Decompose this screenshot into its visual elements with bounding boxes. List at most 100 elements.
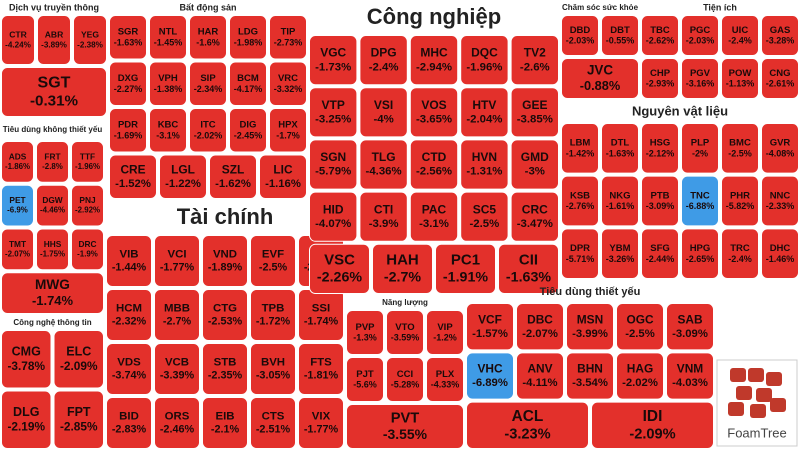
cell	[409, 191, 459, 242]
group-title: Năng lượng	[382, 298, 428, 307]
cell	[460, 35, 509, 86]
cell-value: -2.45%	[234, 130, 263, 140]
cell	[106, 343, 152, 395]
cell-ticker: SGN	[320, 150, 346, 164]
cell-ticker: VIX	[312, 411, 331, 423]
cell	[149, 15, 187, 60]
cell-value: -2.5%	[470, 218, 500, 230]
logo-shape	[766, 372, 782, 386]
cell	[460, 139, 509, 190]
cell	[466, 401, 589, 449]
cell-ticker: VTO	[395, 322, 414, 333]
cell-ticker: SGT	[38, 74, 71, 91]
cell	[36, 228, 69, 271]
cell	[71, 141, 104, 183]
cell-value: -1.81%	[304, 370, 339, 382]
cell	[209, 154, 257, 199]
cell-value: -2.93%	[646, 79, 675, 89]
cell-value: -4.33%	[431, 380, 460, 390]
cell	[641, 123, 679, 174]
cell-value: -1.61%	[606, 201, 635, 211]
group-title: Tiêu dùng thiết yếu	[540, 286, 641, 298]
cell-value: -2.04%	[466, 114, 502, 126]
cell-ticker: TBC	[650, 25, 670, 36]
cell-ticker: CMG	[12, 345, 41, 359]
group-title: Bất động sản	[179, 2, 236, 12]
cell-value: -3%	[525, 166, 545, 178]
cell	[202, 235, 248, 287]
cell-value: -1.96%	[466, 61, 502, 73]
cell-value: -3.23%	[504, 426, 550, 442]
group: Công nghệ thông tin CMG-3.78% ELC-2.09% DLG…	[1, 318, 104, 449]
cell-value: -1.42%	[566, 148, 595, 158]
cell-value: -2.03%	[686, 36, 715, 46]
cell-value: -2.85%	[60, 419, 98, 433]
cell-ticker: PGC	[690, 25, 711, 36]
cell-ticker: PLX	[436, 369, 455, 380]
cell	[761, 15, 799, 56]
cell-value: -2.46%	[160, 424, 195, 436]
cell-value: -4.03%	[672, 377, 708, 389]
cell-value: -3.16%	[686, 79, 715, 89]
logo-shape	[730, 368, 746, 382]
cell-ticker: ELC	[66, 345, 91, 359]
cell-ticker: NNC	[770, 190, 791, 201]
cell	[516, 352, 564, 400]
cell	[566, 352, 614, 400]
cell-ticker: TTF	[80, 151, 95, 161]
cell-value: -2.09%	[60, 359, 98, 373]
cell-value: -2.12%	[646, 148, 675, 158]
cell	[109, 108, 147, 153]
cell	[426, 310, 464, 355]
cell	[386, 357, 424, 402]
cell-ticker: HID	[323, 202, 344, 216]
cell-value: -3.74%	[112, 370, 147, 382]
cell	[359, 35, 408, 86]
cell-value: -3.1%	[419, 218, 449, 230]
group-title: Tiêu dùng không thiết yếu	[3, 125, 103, 134]
cell-value: -5.6%	[353, 380, 377, 390]
cell	[309, 191, 358, 242]
cell-ticker: HAG	[627, 362, 653, 376]
cell-value: -1.98%	[234, 37, 263, 47]
cell-value: -3.09%	[646, 201, 675, 211]
cell-ticker: PGV	[690, 68, 711, 79]
cell-ticker: STB	[214, 357, 237, 369]
cell-ticker: SSI	[312, 303, 330, 315]
cell-value: -2.19%	[7, 419, 45, 433]
cell	[309, 35, 358, 86]
cell	[259, 154, 307, 199]
cell	[601, 228, 639, 279]
cell-value: -1.22%	[165, 178, 201, 190]
cell-ticker: HVN	[472, 150, 497, 164]
cell-ticker: DLG	[13, 405, 39, 419]
cell-ticker: DXG	[118, 73, 139, 84]
cell	[466, 303, 514, 351]
cell-value: -2.65%	[686, 254, 715, 264]
cell-value: -0.31%	[30, 93, 79, 110]
group-title: Dịch vụ truyền thông	[9, 2, 99, 12]
logo-shape	[770, 398, 786, 412]
cell	[109, 15, 147, 60]
cell-ticker: EIB	[215, 411, 234, 423]
cell	[189, 108, 227, 153]
cell	[761, 123, 799, 174]
cell-value: -1.77%	[160, 262, 195, 274]
cell-value: -1.9%	[77, 249, 98, 258]
cell-value: -1.44%	[112, 262, 147, 274]
group: Chăm sóc sức khỏe DBD-2.03% DBT-0.55% JVC-0…	[561, 3, 639, 99]
cell-ticker: GVR	[770, 138, 791, 149]
cell-ticker: PVP	[355, 322, 375, 333]
cell-ticker: IDI	[643, 408, 663, 425]
cell-value: -2.07%	[522, 328, 558, 340]
cell-ticker: MSN	[577, 312, 603, 326]
cell	[721, 228, 759, 279]
cell-ticker: HCM	[116, 303, 142, 315]
cell-ticker: PET	[9, 195, 25, 205]
cell	[359, 139, 408, 190]
logo: FoamTree	[716, 359, 798, 447]
cell-ticker: NKG	[609, 190, 630, 201]
cell-value: -1.57%	[472, 328, 508, 340]
cell-ticker: LDG	[238, 27, 258, 38]
cell-ticker: TPB	[262, 303, 285, 315]
